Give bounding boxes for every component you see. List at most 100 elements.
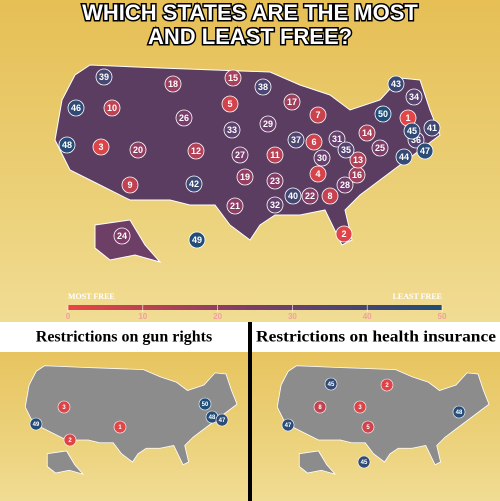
state-marker [266,196,284,214]
state-rank: 32 [270,200,280,210]
panel-header [252,322,500,352]
state-rank: 17 [287,97,297,107]
state-rank: 49 [33,422,40,428]
state-marker [254,78,272,96]
state-marker [215,413,229,427]
state-rank: 20 [133,145,143,155]
panel-title: Restrictions on health insurance [256,329,496,346]
state-marker [371,139,389,157]
state-marker [305,133,323,151]
state-marker [335,225,353,243]
state-marker [309,165,327,183]
state-rank: 48 [62,140,72,150]
state-marker [353,400,367,414]
state-marker [103,99,121,117]
state-rank: 27 [235,150,245,160]
state-rank: 35 [341,145,351,155]
state-rank: 2 [385,383,389,389]
state-rank: 25 [375,143,385,153]
state-marker [236,168,254,186]
state-rank: 29 [263,119,273,129]
state-rank: 5 [227,99,232,109]
state-rank: 34 [409,92,419,102]
state-marker [63,433,77,447]
state-rank: 23 [270,176,280,186]
state-marker [374,105,392,123]
state-rank: 6 [311,137,316,147]
state-marker [188,231,206,249]
state-rank: 39 [99,72,109,82]
state-rank: 45 [328,382,335,388]
state-rank: 15 [228,73,238,83]
state-marker [452,405,466,419]
state-marker [357,455,371,469]
state-rank: 37 [291,135,301,145]
state-marker [231,146,249,164]
state-marker [67,99,85,117]
state-rank: 45 [407,126,417,136]
legend-high: LEAST FREE [393,292,442,301]
state-rank: 50 [378,109,388,119]
legend-tick-label: 50 [438,312,447,321]
state-marker [129,141,147,159]
state-marker [336,176,354,194]
state-marker [224,69,242,87]
state-marker [313,149,331,167]
state-rank: 3 [358,405,362,411]
state-rank: 12 [191,146,201,156]
panel-title: Restrictions on gun rights [36,329,212,346]
state-rank: 30 [317,153,327,163]
state-marker [423,119,441,137]
state-rank: 1 [118,425,122,431]
state-marker [266,172,284,190]
state-rank: 16 [352,170,362,180]
state-rank: 42 [189,179,199,189]
state-rank: 26 [179,113,189,123]
state-rank: 47 [420,146,430,156]
state-rank: 11 [270,150,280,160]
state-marker [403,122,421,140]
title: WHICH STATES ARE THE MOST [82,0,418,25]
state-marker [309,106,327,124]
state-marker [164,75,182,93]
state-marker [395,148,413,166]
state-marker [324,377,338,391]
state-rank: 47 [219,418,226,424]
state-marker [226,197,244,215]
state-rank: 33 [227,125,237,135]
state-marker [380,378,394,392]
state-rank: 50 [202,402,209,408]
state-marker [313,400,327,414]
state-marker [92,138,110,156]
state-marker [198,397,212,411]
state-marker [387,75,405,93]
state-marker [187,142,205,160]
state-rank: 13 [353,155,363,165]
state-rank: 28 [340,180,350,190]
state-rank: 47 [285,423,292,429]
state-marker [361,420,375,434]
state-marker [121,176,139,194]
state-rank: 46 [71,103,81,113]
state-rank: 48 [209,415,216,421]
state-rank: 9 [127,180,132,190]
state-rank: 38 [258,82,268,92]
state-marker [301,187,319,205]
state-rank: 43 [391,79,401,89]
legend-tick-label: 20 [213,312,222,321]
legend-tick-label: 30 [288,312,297,321]
legend-low: MOST FREE [68,292,115,301]
state-rank: 8 [327,191,332,201]
legend-tick-label: 40 [363,312,372,321]
state-rank: 3 [62,405,66,411]
state-rank: 8 [318,405,322,411]
state-rank: 36 [411,135,421,145]
state-marker [113,420,127,434]
state-rank: 45 [361,460,368,466]
state-marker [321,187,339,205]
state-rank: 22 [305,191,315,201]
state-marker [221,95,239,113]
state-rank: 3 [98,142,103,152]
panel-header [0,322,248,352]
state-marker [223,121,241,139]
